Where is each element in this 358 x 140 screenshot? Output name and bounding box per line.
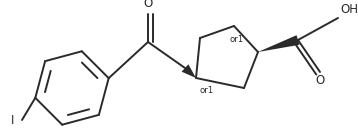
Text: I: I: [11, 114, 14, 127]
Text: O: O: [315, 74, 325, 87]
Text: O: O: [143, 0, 153, 10]
Text: or1: or1: [200, 86, 214, 95]
Polygon shape: [182, 64, 196, 78]
Text: or1: or1: [230, 35, 244, 44]
Text: OH: OH: [340, 3, 358, 16]
Polygon shape: [258, 35, 299, 52]
